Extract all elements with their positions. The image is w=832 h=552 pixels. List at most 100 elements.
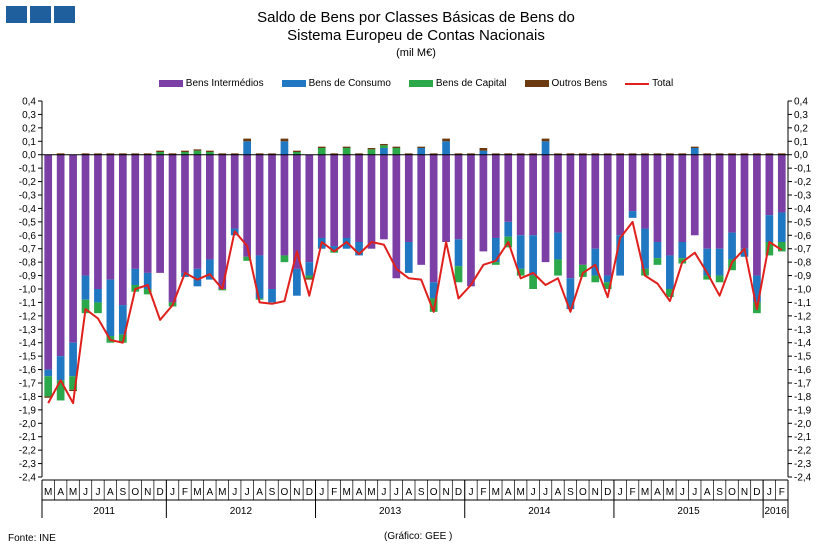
legend-swatch [524, 80, 549, 87]
y-tick-label: -0,4 [19, 204, 37, 215]
x-tick-label: J [618, 487, 623, 498]
bar-segment [342, 146, 351, 148]
bar-segment [193, 149, 202, 151]
bar-segment [317, 148, 326, 155]
legend-item: Total [625, 78, 673, 89]
bar-segment [765, 153, 774, 155]
x-tick-label: A [107, 487, 114, 498]
legend-swatch [625, 82, 650, 85]
bar-segment [690, 148, 699, 155]
bar-segment [118, 154, 127, 306]
year-label: 2013 [379, 506, 402, 517]
bar-segment [715, 275, 724, 283]
y-tick-label: -1,6 [794, 365, 812, 376]
bar-segment [106, 279, 115, 336]
bar-segment [753, 153, 761, 155]
bar-segment [529, 275, 537, 289]
bar-segment [454, 153, 463, 155]
bar-segment [205, 150, 214, 153]
bar-segment [777, 242, 786, 252]
y-tick-label: -2,2 [19, 446, 37, 457]
bar-segment [392, 146, 401, 148]
bar-segment [666, 289, 674, 298]
y-tick-label: -0,8 [19, 258, 37, 269]
bar-segment [616, 154, 625, 236]
bar-segment [765, 215, 774, 242]
x-tick-label: S [269, 487, 276, 498]
bar-segment [491, 153, 500, 155]
x-tick-label: F [480, 487, 486, 498]
bar-segment [404, 242, 413, 273]
y-tick-label: -0,6 [19, 231, 37, 242]
x-tick-label: J [680, 487, 685, 498]
bar-segment [218, 154, 227, 289]
y-tick-label: 0,1 [22, 137, 36, 148]
y-tick-label: -1,8 [794, 392, 812, 403]
bar-segment [380, 145, 388, 148]
bar-segment [168, 154, 177, 303]
bar-segment [740, 154, 749, 249]
x-tick-label: J [531, 487, 536, 498]
year-label: 2015 [677, 506, 700, 517]
bar-segment [491, 237, 500, 263]
legend-item: Bens Intermédios [158, 78, 264, 89]
chart-unit: (mil M€) [396, 47, 436, 59]
y-tick-label: -2,3 [794, 459, 812, 470]
bar-segment [317, 154, 326, 238]
y-tick-label: -0,7 [794, 244, 812, 255]
bar-segment [429, 282, 438, 299]
bar-segment [143, 289, 152, 295]
x-tick-label: A [57, 487, 64, 498]
y-tick-label: -2,4 [19, 473, 37, 484]
y-tick-label: 0,3 [794, 110, 808, 121]
bar-segment [168, 153, 177, 155]
bar-segment [330, 154, 339, 247]
bar-segment [305, 275, 314, 279]
bar-segment [205, 259, 214, 280]
bar-segment [429, 153, 438, 155]
bar-segment [56, 356, 65, 381]
bar-segment [429, 154, 438, 283]
bar-segment [243, 154, 252, 257]
legend: Bens Intermédios Bens de Consumo Bens de C… [0, 78, 832, 89]
y-tick-label: -0,2 [19, 177, 37, 188]
y-tick-label: -0,2 [794, 177, 812, 188]
x-tick-label: J [394, 487, 399, 498]
y-tick-label: -1,1 [19, 298, 37, 309]
x-tick-label: J [692, 487, 697, 498]
bar-segment [467, 154, 475, 287]
total-line [47, 220, 783, 405]
bar-segment [131, 153, 140, 155]
bar-segment [218, 153, 227, 155]
bar-segment [541, 154, 550, 263]
y-tick-label: -1,5 [794, 352, 812, 363]
bar-segment [628, 154, 637, 212]
x-tick-label: N [144, 487, 151, 498]
bar-segment [467, 153, 475, 155]
bar-segment [156, 150, 164, 153]
bar-segment [529, 153, 537, 155]
bar-segment [554, 154, 562, 233]
bar-segment [603, 275, 612, 283]
bar-segment [94, 289, 102, 303]
year-label: 2011 [93, 506, 115, 517]
bar-segment [131, 268, 140, 285]
bar-segment [355, 153, 363, 155]
bar-segment [777, 153, 786, 155]
bar-segment [703, 275, 712, 280]
x-tick-label: O [430, 487, 438, 498]
x-tick-label: S [567, 487, 574, 498]
bar-segment [94, 154, 102, 289]
bar-segment [230, 153, 239, 155]
x-tick-label: S [418, 487, 425, 498]
y-tick-label: -2,1 [19, 432, 37, 443]
bar-segment [293, 154, 301, 269]
chart-title-line1: Saldo de Bens por Classes Básicas de Ben… [257, 9, 575, 26]
bar-segment [193, 154, 202, 269]
x-tick-label: J [170, 487, 175, 498]
y-tick-label: -0,5 [794, 217, 812, 228]
x-tick-label: A [654, 487, 661, 498]
bar-segment [516, 235, 525, 269]
y-tick-label: -2,0 [19, 419, 37, 430]
